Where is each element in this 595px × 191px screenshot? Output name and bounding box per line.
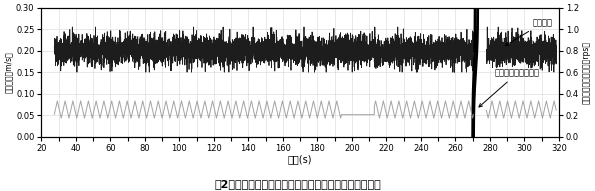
Text: 囲2　開発システムでの走行時の繰出ロール回転制御例: 囲2 開発システムでの走行時の繰出ロール回転制御例 (214, 179, 381, 189)
Y-axis label: 走行速度（m/s）: 走行速度（m/s） (4, 51, 13, 93)
Text: 走行速度: 走行速度 (505, 18, 553, 46)
Text: 繰出ロール回転速度: 繰出ロール回転速度 (479, 69, 540, 107)
X-axis label: 時間(s): 時間(s) (288, 154, 312, 164)
Y-axis label: 繰出ロール回転速度（rps）: 繰出ロール回転速度（rps） (582, 41, 591, 104)
